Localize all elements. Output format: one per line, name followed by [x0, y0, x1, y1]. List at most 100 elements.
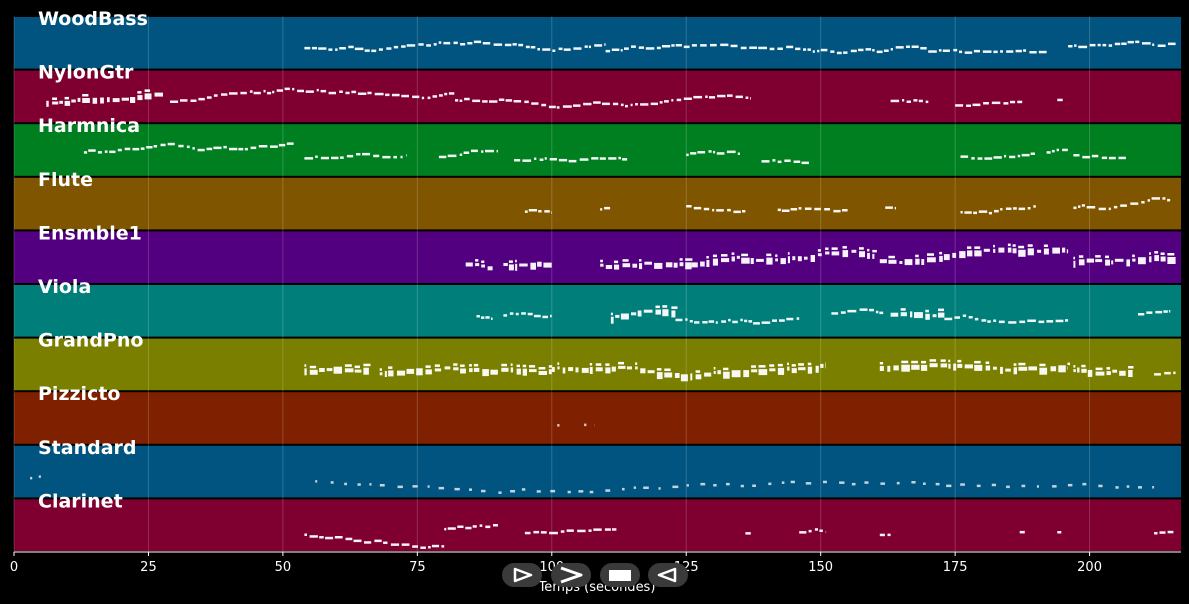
note — [674, 373, 680, 378]
note — [973, 211, 977, 215]
note — [558, 158, 568, 162]
note — [448, 92, 455, 95]
note — [691, 44, 697, 47]
note — [1008, 321, 1017, 324]
note — [859, 251, 865, 258]
stop-button[interactable] — [600, 563, 640, 587]
note — [971, 157, 975, 160]
note — [431, 544, 440, 548]
note — [1154, 532, 1158, 535]
note — [600, 263, 604, 267]
note — [459, 99, 463, 102]
note — [756, 258, 764, 262]
note — [240, 91, 247, 95]
note — [605, 265, 613, 269]
note — [1146, 311, 1153, 314]
note — [432, 95, 438, 98]
note — [758, 369, 768, 376]
note — [938, 308, 944, 312]
note — [967, 246, 972, 249]
note — [728, 318, 731, 322]
note — [983, 248, 990, 252]
note — [954, 316, 960, 319]
note — [223, 145, 227, 149]
note — [386, 47, 392, 50]
note — [309, 365, 317, 369]
note — [790, 480, 795, 484]
note — [1135, 40, 1140, 44]
note — [1073, 154, 1080, 157]
note — [867, 248, 870, 252]
note — [726, 482, 730, 486]
note-segment-nylongtr-0 — [46, 89, 163, 107]
note — [983, 102, 989, 105]
note — [1157, 44, 1166, 47]
note — [899, 261, 903, 264]
note-segment-ensmble1-0 — [465, 259, 493, 271]
note — [791, 364, 796, 367]
note — [700, 482, 706, 486]
note — [482, 100, 488, 103]
note — [786, 317, 794, 321]
note — [964, 51, 973, 54]
note — [656, 372, 663, 380]
note — [993, 50, 998, 54]
note — [799, 531, 807, 534]
note — [406, 368, 415, 374]
note — [267, 91, 272, 95]
note — [727, 208, 731, 212]
note — [465, 262, 473, 267]
note — [960, 211, 963, 214]
note — [644, 261, 652, 265]
note — [976, 484, 981, 488]
note — [304, 157, 314, 160]
note — [850, 49, 857, 53]
note — [823, 480, 827, 484]
note — [781, 209, 790, 212]
note — [923, 482, 926, 485]
note — [1078, 45, 1088, 49]
fast-forward-icon — [560, 566, 583, 584]
note — [530, 262, 536, 270]
note — [548, 365, 553, 368]
note-segment-viola-1 — [503, 312, 552, 319]
note — [253, 91, 261, 95]
note — [720, 43, 729, 47]
notes-layer — [30, 40, 1176, 549]
note — [557, 362, 560, 365]
note — [831, 312, 839, 315]
note — [911, 45, 919, 48]
note — [690, 373, 693, 381]
rewind-button[interactable] — [648, 563, 688, 587]
note — [1167, 198, 1171, 202]
note — [993, 156, 1002, 159]
note — [362, 152, 371, 156]
note — [1163, 310, 1168, 313]
note — [467, 42, 473, 45]
note — [463, 151, 470, 154]
note — [887, 365, 891, 372]
note — [1027, 244, 1033, 247]
track-band-standard — [14, 445, 1181, 498]
track-band-clarinet — [14, 499, 1181, 551]
note — [1128, 370, 1133, 377]
note-segment-clarinet-7 — [1057, 531, 1062, 534]
note — [1154, 255, 1159, 262]
note — [401, 45, 406, 48]
note — [292, 87, 295, 91]
note — [766, 257, 773, 265]
note — [305, 90, 314, 93]
note — [515, 263, 518, 271]
note — [1028, 366, 1037, 371]
play-button[interactable] — [502, 563, 542, 587]
note — [325, 536, 334, 540]
note — [1154, 373, 1161, 376]
note — [625, 104, 628, 108]
note — [556, 106, 560, 109]
note — [640, 103, 649, 106]
note — [614, 260, 619, 264]
note — [1027, 207, 1031, 210]
fast-forward-button[interactable] — [551, 563, 591, 587]
note — [650, 102, 658, 106]
note — [796, 317, 800, 320]
